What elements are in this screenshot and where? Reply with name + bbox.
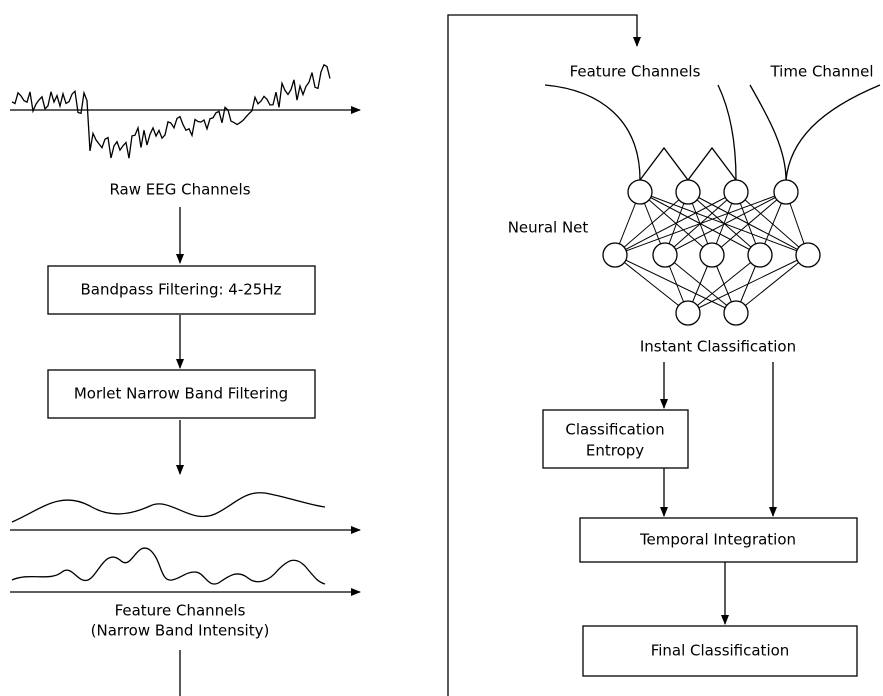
input-curve (786, 85, 880, 180)
diagram: Raw EEG Channels Bandpass Filtering: 4-2… (0, 0, 883, 696)
final-label: Final Classification (651, 642, 790, 660)
neuron (628, 180, 652, 204)
feature-wave (12, 548, 325, 584)
neuron (676, 180, 700, 204)
neuron (724, 301, 748, 325)
neuron (724, 180, 748, 204)
neuron (796, 243, 820, 267)
neuron (700, 243, 724, 267)
input-label: Time Channel (769, 63, 873, 81)
eeg-signal (12, 65, 330, 158)
net-label: Neural Net (508, 219, 589, 237)
input-label: Feature Channels (570, 63, 701, 81)
step-label: Morlet Narrow Band Filtering (74, 385, 288, 403)
raw-label: Raw EEG Channels (109, 181, 250, 199)
feature-wave (12, 493, 325, 522)
integration-label: Temporal Integration (639, 531, 796, 549)
connection (736, 255, 808, 313)
left-column: Raw EEG Channels Bandpass Filtering: 4-2… (10, 65, 360, 696)
connector (448, 15, 637, 696)
input-lines (640, 148, 736, 180)
feature-label: (Narrow Band Intensity) (91, 622, 270, 640)
neuron (748, 243, 772, 267)
feature-label: Feature Channels (115, 602, 246, 620)
entropy-label: Classification (565, 421, 664, 439)
neuron (774, 180, 798, 204)
right-column: Feature Channels Time Channel Neural Net… (448, 15, 880, 696)
input-curve (545, 85, 640, 180)
connection (615, 255, 688, 313)
neural-net (603, 180, 820, 325)
neuron (653, 243, 677, 267)
output-label: Instant Classification (640, 338, 796, 356)
connection (688, 255, 760, 313)
input-curve (750, 85, 786, 180)
step-label: Bandpass Filtering: 4-25Hz (81, 281, 282, 299)
input-curve (718, 85, 736, 180)
neuron (676, 301, 700, 325)
neuron (603, 243, 627, 267)
entropy-label: Entropy (586, 442, 644, 460)
